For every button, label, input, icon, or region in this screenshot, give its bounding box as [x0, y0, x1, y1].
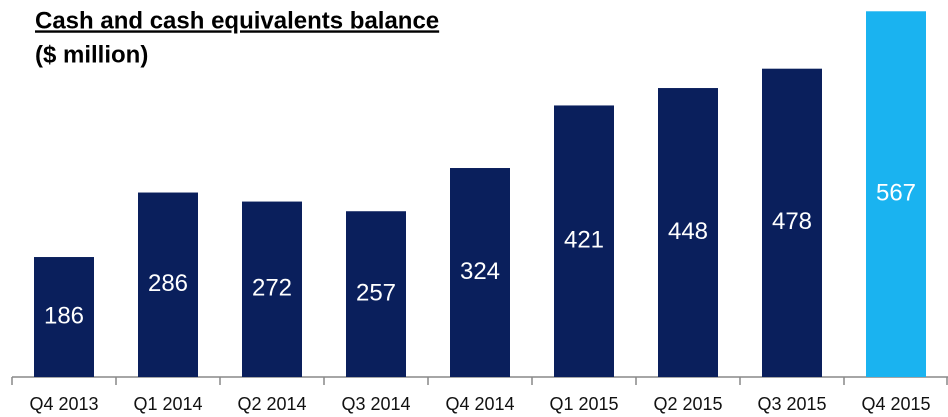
chart-title: Cash and cash equivalents balance	[35, 7, 439, 34]
x-tick-label: Q2 2014	[237, 394, 306, 414]
chart-subtitle: ($ million)	[35, 41, 148, 68]
bar	[346, 211, 406, 377]
x-tick-label: Q1 2014	[133, 394, 202, 414]
bar	[138, 192, 198, 377]
bar	[34, 257, 94, 377]
value-label: 567	[876, 179, 916, 206]
value-label: 272	[252, 275, 292, 302]
x-tick-label: Q4 2014	[445, 394, 514, 414]
bar	[450, 168, 510, 377]
x-tick-label: Q4 2015	[861, 394, 930, 414]
x-tick-label: Q4 2013	[29, 394, 98, 414]
value-label: 257	[356, 279, 396, 306]
value-label: 186	[44, 302, 84, 329]
value-label: 448	[668, 218, 708, 245]
value-label: 324	[460, 258, 500, 285]
x-tick-label: Q3 2014	[341, 394, 410, 414]
bar	[866, 11, 926, 377]
bar	[242, 201, 302, 377]
value-label: 421	[564, 227, 604, 254]
value-label: 478	[772, 208, 812, 235]
value-label: 286	[148, 270, 188, 297]
x-tick-label: Q2 2015	[653, 394, 722, 414]
x-tick-label: Q1 2015	[549, 394, 618, 414]
bar	[554, 105, 614, 377]
x-tick-label: Q3 2015	[757, 394, 826, 414]
bar	[762, 68, 822, 377]
bar	[658, 88, 718, 377]
